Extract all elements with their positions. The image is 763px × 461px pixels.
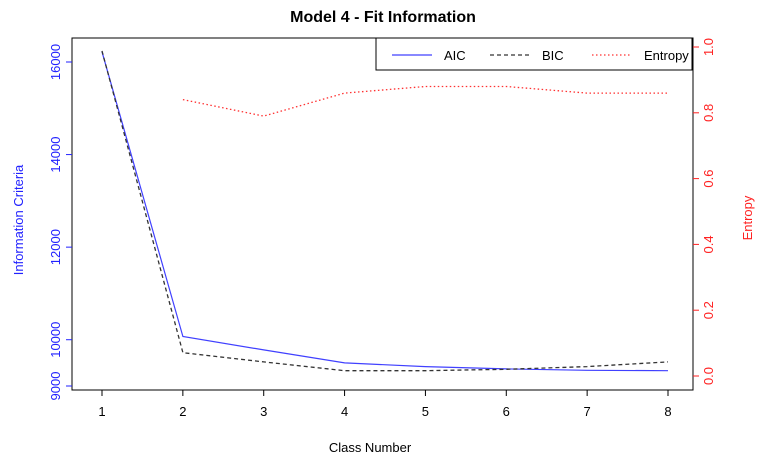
x-tick-label: 5 [422, 404, 429, 419]
plot-frame [71, 37, 694, 391]
left-y-tick-label: 10000 [48, 322, 63, 358]
x-tick-label: 2 [179, 404, 186, 419]
legend-label-aic: AIC [444, 48, 466, 63]
right-y-tick-label: 1.0 [701, 38, 716, 56]
left-y-axis: 9000 10000 12000 14000 16000 [48, 44, 72, 401]
left-y-axis-label: Information Criteria [11, 164, 26, 275]
series-line-entropy [182, 85, 668, 117]
plot-box [71, 37, 694, 391]
x-tick-label: 6 [503, 404, 510, 419]
right-y-tick-label: 0.4 [701, 235, 716, 253]
right-y-tick-label: 0.0 [701, 367, 716, 385]
legend-label-entropy: Entropy [644, 48, 689, 63]
legend-box [375, 37, 693, 71]
x-tick-label: 7 [584, 404, 591, 419]
series-layer [101, 50, 669, 372]
right-y-tick-label: 0.2 [701, 301, 716, 319]
right-y-axis-label: Entropy [740, 195, 755, 240]
x-axis-label: Class Number [329, 440, 412, 455]
right-y-tick-label: 0.8 [701, 104, 716, 122]
x-tick-label: 1 [98, 404, 105, 419]
right-y-axis: 0.0 0.2 0.4 0.6 0.8 1.0 [693, 38, 716, 385]
left-y-tick-label: 12000 [48, 229, 63, 265]
series-line-bic [101, 50, 669, 372]
legend: AIC BIC Entropy [375, 37, 693, 71]
x-axis: 1 2 3 4 5 6 7 8 [98, 390, 672, 419]
x-tick-label: 4 [341, 404, 348, 419]
left-y-tick-label: 9000 [48, 372, 63, 401]
x-tick-label: 8 [664, 404, 671, 419]
right-y-tick-label: 0.6 [701, 170, 716, 188]
legend-label-bic: BIC [542, 48, 564, 63]
series-line-aic [101, 51, 669, 372]
x-tick-label: 3 [260, 404, 267, 419]
left-y-tick-label: 16000 [48, 44, 63, 80]
left-y-tick-label: 14000 [48, 136, 63, 172]
chart-title: Model 4 - Fit Information [290, 9, 476, 26]
